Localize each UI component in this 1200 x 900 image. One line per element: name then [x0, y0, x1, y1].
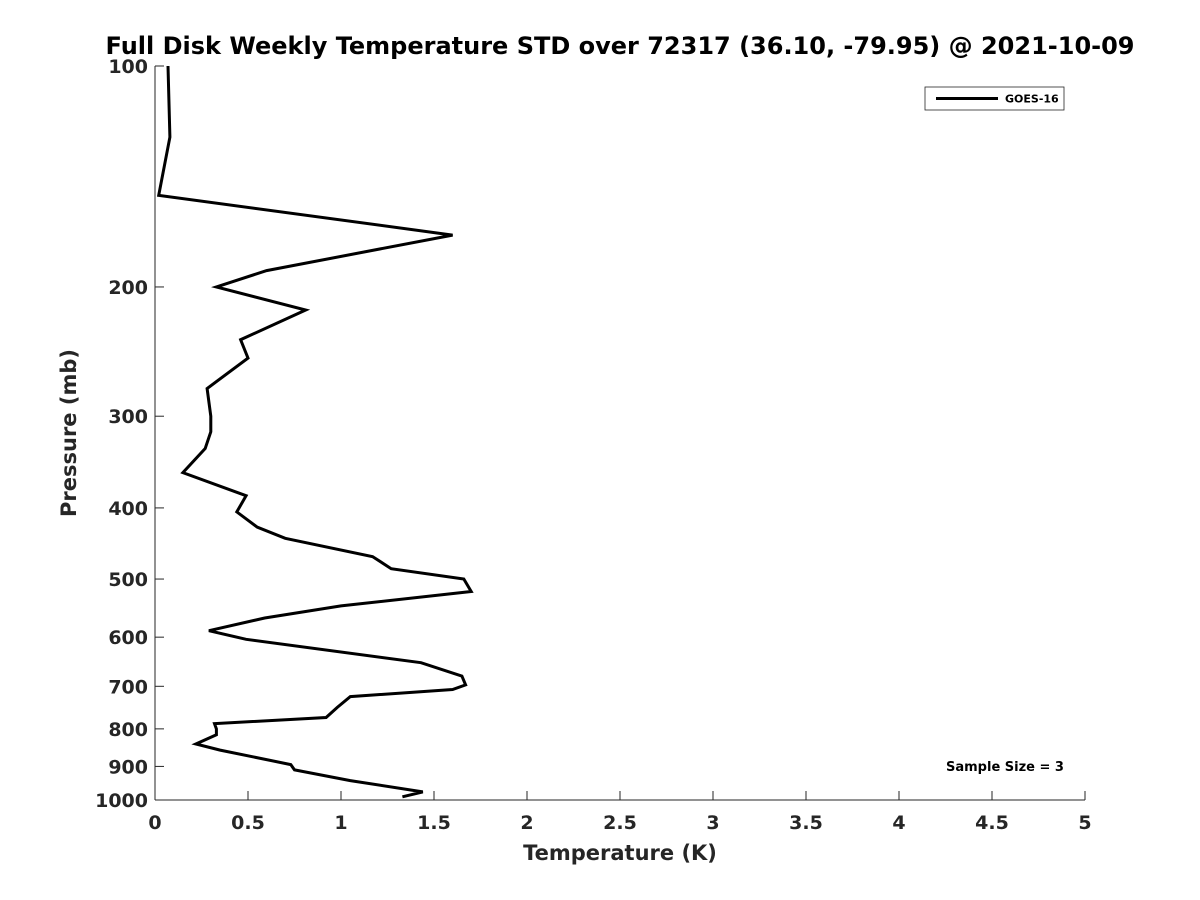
y-tick-label: 200 — [108, 277, 148, 299]
y-tick-label: 300 — [108, 406, 148, 428]
x-tick-label: 1 — [334, 812, 347, 834]
y-tick-label: 800 — [108, 719, 148, 741]
chart-title: Full Disk Weekly Temperature STD over 72… — [106, 32, 1135, 60]
x-tick-label: 2 — [520, 812, 533, 834]
y-tick-label: 900 — [108, 756, 148, 778]
x-tick-label: 5 — [1078, 812, 1091, 834]
x-tick-label: 4.5 — [975, 812, 1009, 834]
x-tick-label: 0.5 — [231, 812, 265, 834]
y-axis-ticks: 100 200 300 400 500 600 700 800 900 1000 — [95, 56, 164, 812]
y-tick-label: 500 — [108, 569, 148, 591]
x-tick-label: 2.5 — [603, 812, 637, 834]
y-tick-label: 1000 — [95, 790, 148, 812]
y-tick-label: 400 — [108, 498, 148, 520]
x-axis-label: Temperature (K) — [523, 841, 717, 865]
x-tick-label: 4 — [892, 812, 905, 834]
sample-size-annotation: Sample Size = 3 — [946, 760, 1064, 775]
legend: GOES-16 — [924, 86, 1065, 111]
y-tick-label: 100 — [108, 56, 148, 78]
x-axis-ticks: 0 0.5 1 1.5 2 2.5 3 3.5 4 4.5 5 — [148, 791, 1092, 834]
x-tick-label: 1.5 — [417, 812, 451, 834]
legend-label-goes-16: GOES-16 — [1005, 93, 1059, 106]
series-line-goes-16 — [156, 65, 474, 799]
x-tick-label: 0 — [148, 812, 161, 834]
y-tick-label: 700 — [108, 676, 148, 698]
x-tick-label: 3.5 — [789, 812, 823, 834]
y-axis-label: Pressure (mb) — [57, 349, 81, 517]
x-tick-label: 3 — [706, 812, 719, 834]
y-tick-label: 600 — [108, 627, 148, 649]
